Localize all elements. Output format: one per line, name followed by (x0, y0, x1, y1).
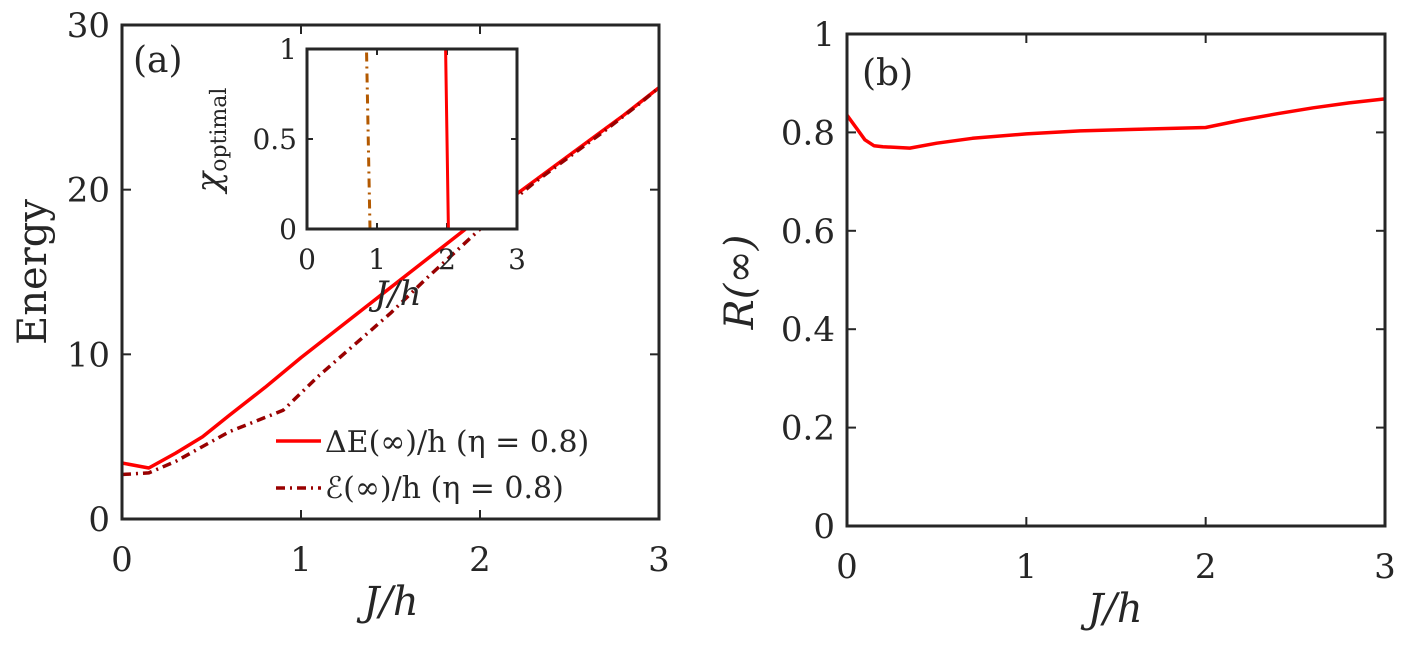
panel-b-y-tick-label: 0 (813, 507, 835, 547)
panel-a-x-tick-label: 3 (648, 540, 670, 580)
inset-y-tick-label: 1 (279, 33, 297, 66)
panel-b: 0 1 2 3 0 0.2 0.4 0.6 0.8 1 (b) R(∞) J/h (717, 15, 1396, 632)
panel-b-label: (b) (862, 53, 913, 94)
panel-b-y-axis-label: R(∞) (717, 235, 763, 331)
panel-a-frame (120, 23, 661, 521)
panel-b-frame (845, 32, 1387, 528)
panel-a-y-tick-label: 20 (67, 171, 110, 211)
panel-a-x-axis-label: J/h (356, 579, 418, 625)
panel-b-series (845, 97, 1386, 150)
panel-b-y-tick-label: 0.8 (781, 113, 835, 153)
panel-a-series (121, 86, 661, 477)
panel-a-y-tick-label: 0 (88, 500, 110, 540)
panel-b-x-tick-label: 3 (1374, 547, 1396, 587)
inset-y-tick-label: 0.5 (252, 123, 297, 156)
panel-b-series-line-0 (845, 97, 1386, 150)
inset-plot-area (307, 49, 517, 229)
panel-b-x-axis-label: J/h (1080, 586, 1142, 632)
panel-a-x-tick-label: 2 (469, 540, 491, 580)
inset-x-axis-label: J/h (369, 274, 422, 314)
panel-a-legend: ΔE(∞)/h (η = 0.8) ℰ(∞)/h (η = 0.8) (276, 425, 589, 506)
panel-a-x-tick-label: 0 (111, 540, 133, 580)
panel-a-x-tick-label: 1 (290, 540, 312, 580)
inset-x-tick-label: 1 (368, 243, 386, 276)
panel-b-y-tick-label: 0.2 (781, 409, 835, 449)
panel-b-y-tick-label: 0.4 (781, 310, 835, 350)
panel-a-inset: 0 1 2 3 0 0.5 1 χoptimal J/h (189, 33, 526, 314)
inset-frame (305, 47, 519, 231)
inset-x-tick-label: 2 (438, 243, 456, 276)
panel-b-x-tick-label: 2 (1195, 547, 1217, 587)
panel-a-y-tick-label: 30 (67, 6, 110, 46)
legend-label-script-e: ℰ(∞)/h (η = 0.8) (325, 471, 564, 506)
inset-x-tick-label: 0 (298, 243, 316, 276)
inset-y-tick-label: 0 (279, 213, 297, 246)
panel-a-series-line-1 (121, 86, 661, 477)
panel-b-x-tick-label: 1 (1016, 547, 1038, 587)
panel-b-y-tick-label: 0.6 (781, 212, 835, 252)
panel-a-y-tick-label: 10 (67, 335, 110, 375)
inset-x-tick-label: 3 (508, 243, 526, 276)
panel-b-plot-area (847, 34, 1385, 526)
panel-a-y-axis-label: Energy (10, 199, 56, 345)
legend-label-delta-e: ΔE(∞)/h (η = 0.8) (325, 425, 589, 460)
panel-a-label: (a) (133, 40, 183, 81)
inset-y-axis-label: χoptimal (189, 88, 232, 195)
panel-b-ticks: 0 1 2 3 0 0.2 0.4 0.6 0.8 1 (781, 15, 1396, 587)
panel-b-y-tick-label: 1 (813, 15, 835, 55)
panel-b-x-tick-label: 0 (836, 547, 858, 587)
